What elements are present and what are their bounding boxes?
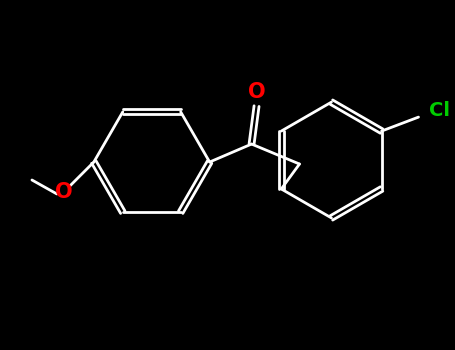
Text: Cl: Cl <box>430 100 450 120</box>
Text: O: O <box>248 82 265 102</box>
Text: O: O <box>55 182 73 202</box>
